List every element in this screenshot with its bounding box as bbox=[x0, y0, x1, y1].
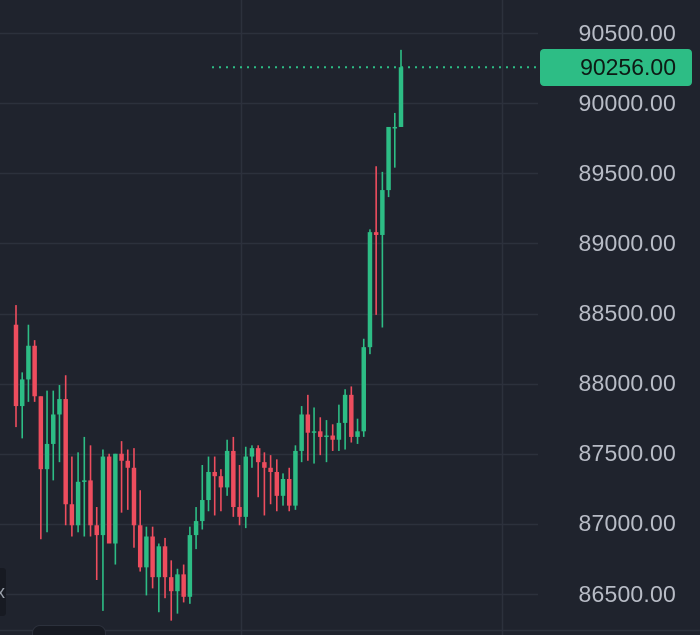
candle-body-up bbox=[361, 347, 366, 432]
candle-body-down bbox=[119, 453, 124, 461]
candle-body-down bbox=[237, 507, 242, 517]
candle-body-up bbox=[355, 431, 360, 437]
y-axis-label-90000: 90000.00 bbox=[578, 90, 676, 116]
candle-body-up bbox=[380, 190, 385, 235]
y-axis-label-89500: 89500.00 bbox=[578, 160, 676, 186]
candle-body-up bbox=[293, 450, 298, 506]
candle-body-down bbox=[69, 504, 75, 526]
candle-body-up bbox=[224, 450, 230, 488]
candle-body-up bbox=[206, 471, 211, 501]
candle-body-down bbox=[231, 450, 236, 508]
candle-body-up bbox=[243, 456, 248, 517]
candle-body-up bbox=[398, 67, 404, 127]
candle-body-down bbox=[32, 345, 37, 397]
candle-body-down bbox=[169, 577, 174, 592]
candle-body-up bbox=[144, 536, 149, 568]
candle-body-down bbox=[255, 448, 261, 463]
y-axis-label-90500: 90500.00 bbox=[578, 20, 676, 46]
y-axis-label-87500: 87500.00 bbox=[578, 440, 676, 466]
candle-body-up bbox=[386, 126, 391, 191]
candle-body-down bbox=[94, 525, 99, 536]
last-price-badge: 90256.00 bbox=[540, 49, 692, 86]
y-axis-label-88500: 88500.00 bbox=[578, 300, 676, 326]
candle-body-down bbox=[305, 414, 311, 433]
left-drawer-handle[interactable] bbox=[0, 568, 6, 616]
candle-body-up bbox=[249, 448, 255, 457]
candle-body-up bbox=[175, 574, 180, 592]
candle-body-up bbox=[75, 481, 81, 526]
candle-body-down bbox=[330, 435, 335, 440]
candle-body-up bbox=[367, 232, 373, 348]
candle-body-up bbox=[336, 422, 342, 440]
candle-body-up bbox=[100, 456, 106, 536]
candle-body-up bbox=[311, 431, 317, 433]
candle-body-down bbox=[88, 480, 93, 526]
candle-body-down bbox=[274, 471, 280, 496]
candle-body-down bbox=[162, 546, 168, 578]
y-axis-label-89000: 89000.00 bbox=[578, 230, 676, 256]
candle-body-up bbox=[299, 414, 304, 451]
candle-body-down bbox=[181, 574, 186, 597]
close-icon[interactable]: x bbox=[0, 582, 5, 602]
candle-body-down bbox=[131, 467, 137, 526]
candle-body-down bbox=[150, 536, 155, 578]
candle-body-down bbox=[106, 456, 112, 544]
candle-body-down bbox=[286, 478, 292, 506]
candle-body-up bbox=[342, 394, 348, 423]
candle-body-down bbox=[212, 471, 217, 477]
candle-body-down bbox=[318, 431, 323, 437]
candle-body-down bbox=[268, 467, 273, 472]
candle-body-up bbox=[44, 443, 50, 470]
y-axis-label-88000: 88000.00 bbox=[578, 370, 676, 396]
candle-body-up bbox=[324, 435, 329, 438]
candle-body-up bbox=[19, 379, 25, 407]
candle-body-down bbox=[262, 462, 267, 468]
candle-body-up bbox=[26, 345, 31, 380]
candle-body-down bbox=[125, 460, 131, 468]
candle-body-up bbox=[280, 478, 286, 496]
candle-body-down bbox=[137, 525, 143, 568]
candle-body-up bbox=[392, 126, 398, 129]
candle-body-up bbox=[82, 480, 87, 482]
candle-body-down bbox=[38, 396, 44, 470]
bottom-toolbar-tab[interactable] bbox=[32, 625, 106, 635]
candle-body-down bbox=[13, 324, 19, 407]
y-axis-label-86500: 86500.00 bbox=[578, 581, 676, 607]
candle-body-up bbox=[200, 500, 205, 522]
candle-body-down bbox=[373, 232, 379, 235]
candle-body-up bbox=[156, 546, 162, 578]
candle-body-up bbox=[113, 453, 118, 544]
candle-body-down bbox=[349, 394, 354, 437]
candle-body-up bbox=[51, 414, 56, 444]
candle-body-down bbox=[63, 399, 68, 505]
candle-body-down bbox=[218, 476, 224, 488]
candle-body-up bbox=[193, 521, 199, 536]
candle-body-up bbox=[57, 399, 62, 415]
candle-body-up bbox=[187, 535, 193, 597]
y-axis-label-87000: 87000.00 bbox=[578, 510, 676, 536]
